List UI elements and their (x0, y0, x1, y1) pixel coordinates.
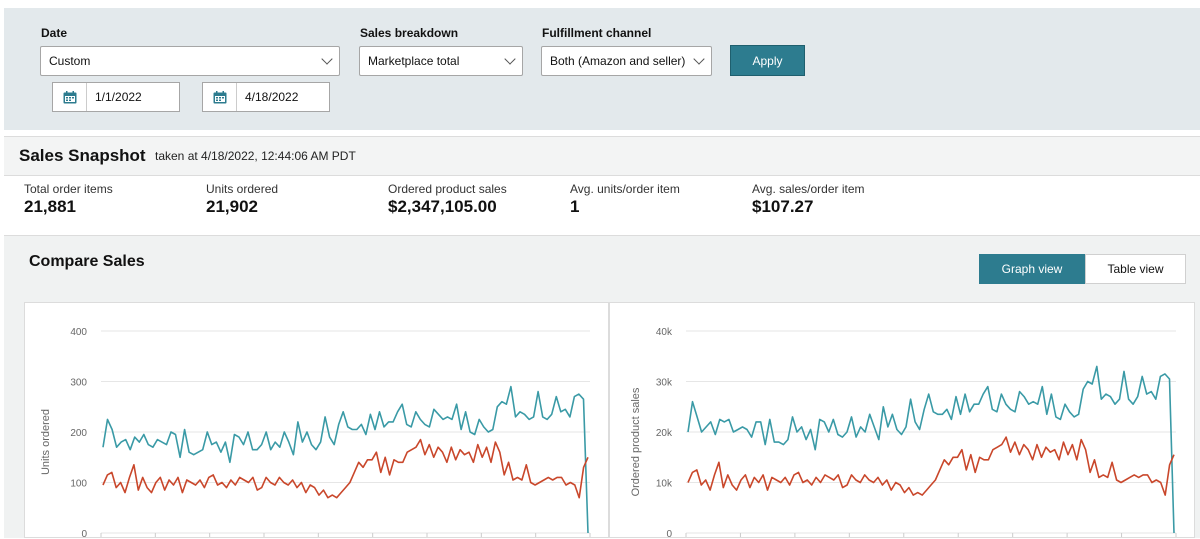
sales-breakdown-value: Marketplace total (368, 54, 460, 68)
compare-sales-title: Compare Sales (29, 253, 145, 270)
end-date-value: 4/18/2022 (245, 90, 299, 104)
metric-ordered-product-sales: Ordered product sales $2,347,105.00 (388, 182, 507, 217)
calendar-icon[interactable] (53, 83, 87, 111)
sales-breakdown-select[interactable]: Marketplace total (359, 46, 523, 76)
ordered-product-sales-chart-panel: 0 10k 20k 30k 40k Ordered product sales (609, 302, 1195, 539)
chevron-down-icon (693, 53, 705, 65)
metric-label: Ordered product sales (388, 182, 507, 196)
metric-label: Avg. sales/order item (752, 182, 865, 196)
metric-label: Avg. units/order item (570, 182, 680, 196)
metric-total-order-items: Total order items 21,881 (24, 182, 113, 217)
end-date-field[interactable]: 4/18/2022 (202, 82, 330, 112)
calendar-icon[interactable] (203, 83, 237, 111)
metric-label: Units ordered (206, 182, 279, 196)
series-line-current (102, 385, 589, 534)
metric-value: 21,881 (24, 197, 76, 216)
metric-value: $2,347,105.00 (388, 197, 497, 216)
date-label: Date (41, 26, 68, 40)
metric-label: Total order items (24, 182, 113, 196)
fulfillment-channel-value: Both (Amazon and seller) (550, 54, 686, 68)
units-ordered-chart-panel: 0 100 200 300 400 Units ordered (24, 302, 609, 539)
y-tick-label: 40k (656, 327, 673, 338)
snapshot-timestamp: taken at 4/18/2022, 12:44:06 AM PDT (155, 149, 356, 163)
start-date-value: 1/1/2022 (95, 90, 142, 104)
breakdown-label: Sales breakdown (360, 26, 459, 40)
y-tick-label: 400 (70, 327, 87, 338)
units-ordered-chart: 0 100 200 300 400 Units ordered (40, 327, 591, 539)
graph-view-button[interactable]: Graph view (979, 254, 1085, 284)
series-line-current (687, 365, 1175, 534)
channel-label: Fulfillment channel (542, 26, 652, 40)
y-tick-label: 0 (81, 529, 87, 539)
y-axis-label: Units ordered (40, 409, 52, 475)
series-line-compare (687, 436, 1175, 496)
y-tick-label: 30k (656, 378, 673, 389)
y-axis-label: Ordered product sales (630, 387, 642, 496)
chevron-down-icon (321, 53, 333, 65)
metric-avg-sales-per-order-item: Avg. sales/order item $107.27 (752, 182, 865, 217)
ordered-product-sales-chart: 0 10k 20k 30k 40k Ordered product sales (630, 327, 1177, 539)
date-range-value: Custom (49, 54, 91, 68)
y-tick-label: 20k (656, 428, 673, 439)
date-range-select[interactable]: Custom (40, 46, 340, 76)
y-tick-label: 0 (666, 529, 672, 539)
start-date-field[interactable]: 1/1/2022 (52, 82, 180, 112)
metric-value: $107.27 (752, 197, 814, 216)
metric-avg-units-per-order-item: Avg. units/order item 1 (570, 182, 680, 217)
metric-value: 1 (570, 197, 580, 216)
metric-units-ordered: Units ordered 21,902 (206, 182, 278, 217)
apply-button[interactable]: Apply (730, 45, 805, 76)
table-view-button[interactable]: Table view (1085, 254, 1186, 284)
fulfillment-channel-select[interactable]: Both (Amazon and seller) (541, 46, 712, 76)
y-tick-label: 100 (70, 479, 87, 490)
y-tick-label: 300 (70, 378, 87, 389)
y-tick-label: 10k (656, 479, 673, 490)
chevron-down-icon (504, 53, 516, 65)
snapshot-header: Sales Snapshot taken at 4/18/2022, 12:44… (4, 136, 1200, 176)
metric-value: 21,902 (206, 197, 258, 216)
y-tick-label: 200 (70, 428, 87, 439)
snapshot-title: Sales Snapshot (19, 146, 146, 165)
series-line-compare (102, 438, 589, 499)
